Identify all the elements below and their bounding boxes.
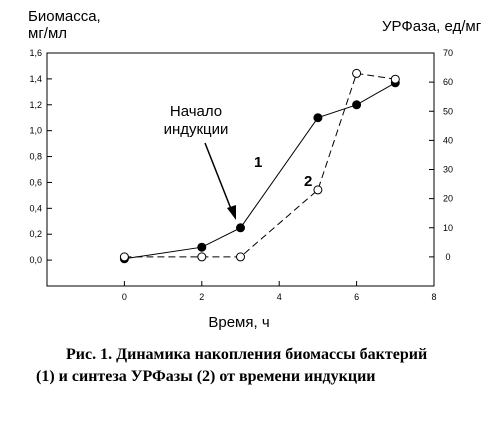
bottom-axis: 0 2 4 6 8 xyxy=(122,281,437,302)
figure-caption: Рис. 1. Динамика накопления биомассы бак… xyxy=(0,344,504,388)
x-axis-title: Время, ч xyxy=(208,314,269,331)
right-axis-title: УРФаза, ед/мг xyxy=(382,18,482,35)
left-tick-label: 0,0 xyxy=(29,255,42,265)
bottom-tick-label: 8 xyxy=(431,292,436,302)
left-tick-label: 0,4 xyxy=(29,203,42,213)
bottom-tick-label: 2 xyxy=(199,292,204,302)
series-2-line xyxy=(124,72,396,258)
annotation-arrowhead xyxy=(227,205,236,220)
series-1-point xyxy=(236,223,245,233)
caption-line1: Рис. 1. Динамика накопления биомассы бак… xyxy=(66,346,428,363)
series-2-label: 2 xyxy=(304,173,312,190)
annotation-arrow xyxy=(204,142,234,215)
right-tick-label: 20 xyxy=(443,194,453,204)
bottom-tick-label: 6 xyxy=(354,292,359,302)
series-2-point xyxy=(352,68,362,78)
right-tick-label: 60 xyxy=(443,77,453,87)
series-1-label: 1 xyxy=(254,154,262,171)
left-tick-label: 0,8 xyxy=(29,152,42,162)
annotation-line2: индукции xyxy=(164,121,229,138)
plot-frame xyxy=(46,52,435,287)
right-tick-label: 40 xyxy=(443,135,453,145)
caption-line2: (1) и синтеза УРФазы (2) от времени инду… xyxy=(36,368,376,385)
series-1-point xyxy=(352,100,362,110)
right-tick-label: 0 xyxy=(445,252,450,262)
series-2-point xyxy=(119,252,129,262)
left-tick-label: 0,6 xyxy=(29,177,42,187)
bottom-tick-label: 0 xyxy=(122,292,127,302)
right-tick-label: 50 xyxy=(443,106,453,116)
chart: Биомасса, мг/мл УРФаза, ед/мг 0,00,20,40… xyxy=(28,8,482,331)
series-2-point xyxy=(390,74,400,84)
left-axis-title-line1: Биомасса, xyxy=(28,8,101,25)
right-tick-label: 70 xyxy=(443,48,453,58)
left-tick-label: 1,4 xyxy=(29,74,42,84)
series-1-line xyxy=(124,82,396,260)
left-tick-label: 0,2 xyxy=(29,229,42,239)
series-2-point xyxy=(313,185,323,195)
series-2-point xyxy=(197,252,207,262)
right-tick-label: 10 xyxy=(443,223,453,233)
series-1-point xyxy=(197,242,207,252)
annotation-line1: Начало xyxy=(170,103,222,120)
series-2-point xyxy=(236,252,245,262)
bottom-tick-label: 4 xyxy=(277,292,282,302)
left-axis: 0,0 0,2 0,4 0,6 0,8 1,0 1,2 1,4 1,6 xyxy=(29,48,52,265)
series-1-point xyxy=(313,113,323,123)
left-tick-label: 1,6 xyxy=(29,48,42,58)
series-layer xyxy=(119,68,400,264)
right-axis: 0 10 20 30 40 50 60 70 xyxy=(429,48,453,262)
left-tick-label: 1,0 xyxy=(29,126,42,136)
right-tick-label: 30 xyxy=(443,165,453,175)
left-axis-title-line2: мг/мл xyxy=(28,25,67,42)
left-tick-label: 1,2 xyxy=(29,100,42,110)
